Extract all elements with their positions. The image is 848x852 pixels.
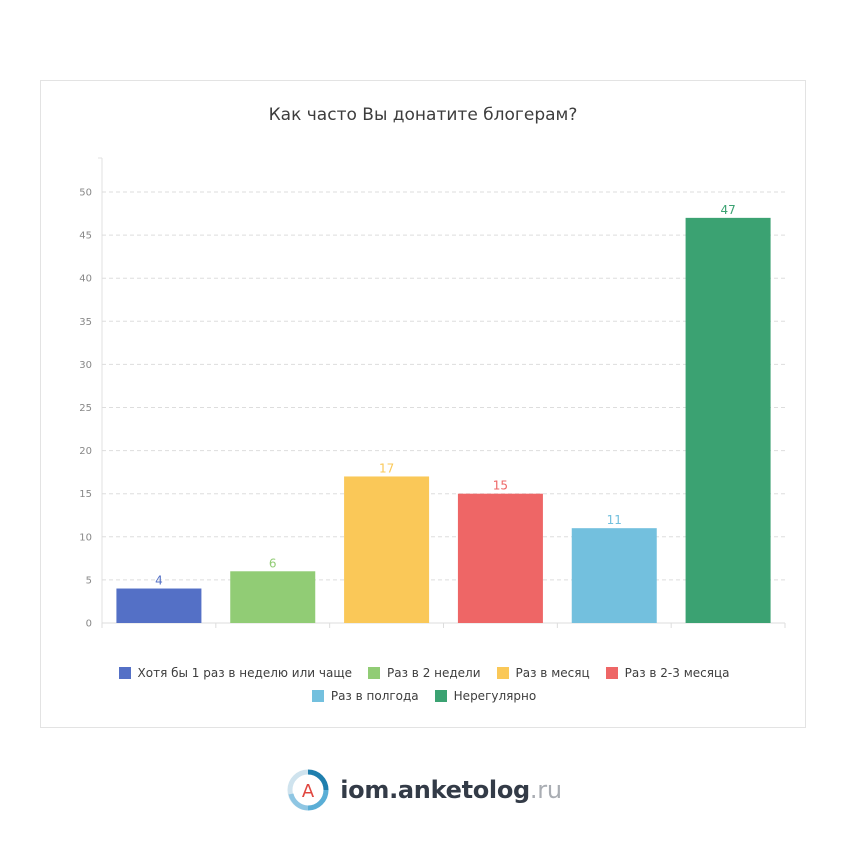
data-label: 15 xyxy=(493,479,508,493)
brand-domain-suffix[interactable]: .ru xyxy=(529,776,562,804)
y-tick-label: 20 xyxy=(79,446,92,457)
logo-letter: A xyxy=(302,781,315,802)
y-tick-label: 10 xyxy=(79,532,92,543)
y-tick-label: 35 xyxy=(79,317,92,328)
y-tick-label: 25 xyxy=(79,403,92,414)
chart-card: Как часто Вы донатите блогерам? 0 5 10 15 20… xyxy=(40,80,806,728)
legend-item[interactable]: Раз в полгода xyxy=(311,688,419,704)
legend-label: Раз в полгода xyxy=(330,689,419,703)
bar-6 xyxy=(685,217,771,624)
data-label: 47 xyxy=(720,203,735,217)
legend-label: Раз в 2 недели xyxy=(387,666,481,680)
data-label: 17 xyxy=(379,461,394,475)
data-label: 6 xyxy=(269,556,277,570)
y-tick-label: 5 xyxy=(86,575,92,586)
y-tick-label: 0 xyxy=(86,619,92,630)
data-label: 11 xyxy=(607,513,622,527)
y-tick-label: 40 xyxy=(79,274,92,285)
legend-swatch xyxy=(605,667,618,679)
chart-title: Как часто Вы донатите блогерам? xyxy=(268,105,578,125)
y-tick-label: 30 xyxy=(79,360,92,371)
legend-item[interactable]: Хотя бы 1 раз в неделю или чаще xyxy=(118,665,353,681)
brand-name[interactable]: iom.anketolog xyxy=(340,776,530,804)
y-tick-label: 50 xyxy=(79,188,92,199)
legend-swatch xyxy=(496,667,509,679)
bar-1 xyxy=(116,588,202,623)
legend-item[interactable]: Раз в 2 недели xyxy=(368,665,481,681)
anketolog-logo-icon: A xyxy=(286,768,330,812)
bar-chart: 0 5 10 15 20 25 30 35 40 45 50 4 6 17 15 11 47 xyxy=(79,157,786,630)
legend-swatch xyxy=(368,667,381,679)
bar-3 xyxy=(344,476,430,623)
legend-item[interactable]: Нерегулярно xyxy=(434,688,537,704)
footer: A iom.anketolog .ru xyxy=(0,768,848,812)
y-tick-label: 15 xyxy=(79,489,92,500)
legend-item[interactable]: Раз в 2-3 месяца xyxy=(605,665,730,681)
legend-row: Раз в полгода Нерегулярно xyxy=(101,688,747,704)
bar-4 xyxy=(457,493,543,623)
y-tick-label: 45 xyxy=(79,231,92,242)
legend-label: Раз в 2-3 месяца xyxy=(624,666,730,680)
legend-row: Хотя бы 1 раз в неделю или чаще Раз в 2 н… xyxy=(101,665,747,681)
data-label: 4 xyxy=(155,574,163,588)
legend-swatch xyxy=(311,690,324,702)
legend-swatch xyxy=(118,667,131,679)
bar-2 xyxy=(230,571,316,623)
legend-item[interactable]: Раз в месяц xyxy=(496,665,590,681)
legend-swatch xyxy=(434,690,447,702)
legend-label: Раз в месяц xyxy=(515,666,590,680)
bar-5 xyxy=(571,528,657,623)
chart-legend: Хотя бы 1 раз в неделю или чаще Раз в 2 н… xyxy=(101,665,747,704)
legend-label: Нерегулярно xyxy=(453,689,537,703)
legend-label: Хотя бы 1 раз в неделю или чаще xyxy=(137,666,353,680)
